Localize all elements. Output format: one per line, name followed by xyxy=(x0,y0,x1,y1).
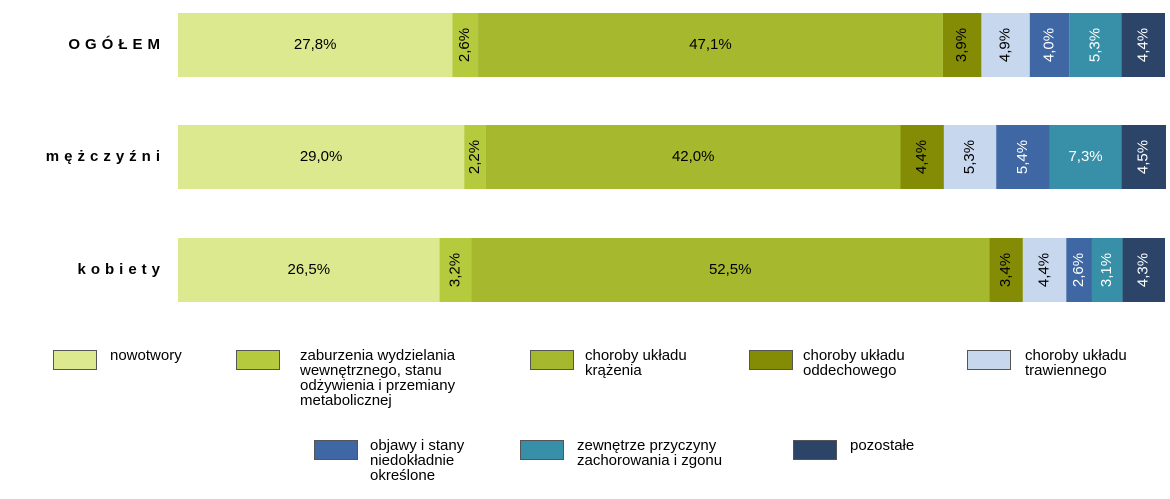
data-label: 5,3% xyxy=(961,140,978,174)
legend-label: objawy i stany niedokładnie określone xyxy=(370,437,465,484)
bar-segment xyxy=(1121,13,1165,77)
legend-label: zewnętrze przyczyny zachorowania i zgonu xyxy=(577,437,723,469)
legend-swatch xyxy=(520,440,564,460)
bar-segment xyxy=(1049,125,1122,189)
data-label: 4,3% xyxy=(1135,253,1152,287)
legend-swatch xyxy=(793,440,837,460)
bar-segment xyxy=(1069,13,1122,77)
data-label: 4,4% xyxy=(1134,28,1151,62)
data-label: 27,8% xyxy=(294,36,337,53)
data-label: 3,4% xyxy=(997,253,1014,287)
bar-segment xyxy=(1091,238,1123,302)
legend-swatch xyxy=(967,350,1011,370)
bar-segment xyxy=(1022,238,1067,302)
bar-segment xyxy=(178,125,465,189)
bar-segment xyxy=(900,125,944,189)
bar-segment xyxy=(1122,238,1165,302)
bar-segment xyxy=(439,238,472,302)
legend-label: pozostałe xyxy=(850,437,915,454)
category-label: kobiety xyxy=(77,261,165,278)
data-label: 2,2% xyxy=(466,140,483,174)
bar-segment xyxy=(981,13,1030,77)
data-label: 42,0% xyxy=(672,148,715,165)
data-label: 4,5% xyxy=(1135,140,1152,174)
legend-label: choroby układu oddechowego xyxy=(803,347,905,379)
data-label: 29,0% xyxy=(300,148,343,165)
legend-swatch xyxy=(314,440,358,460)
data-label: 5,4% xyxy=(1014,140,1031,174)
category-label: mężczyźni xyxy=(46,148,165,165)
bar-segment xyxy=(1121,125,1166,189)
bar-segment xyxy=(1029,13,1070,77)
bar-segment xyxy=(452,13,479,77)
bar-segment xyxy=(178,13,453,77)
legend-swatch xyxy=(749,350,793,370)
data-label: 4,9% xyxy=(997,28,1014,62)
bar-segment xyxy=(943,125,997,189)
data-label: 4,4% xyxy=(913,140,930,174)
legend-label: choroby układu trawiennego xyxy=(1025,347,1127,379)
legend-label: zaburzenia wydzielania wewnętrznego, sta… xyxy=(300,347,456,409)
data-label: 5,3% xyxy=(1086,28,1103,62)
category-label: OGÓŁEM xyxy=(68,35,165,53)
bar-segment xyxy=(989,238,1023,302)
bar-segment xyxy=(996,125,1050,189)
data-label: 2,6% xyxy=(1070,253,1087,287)
data-label: 3,2% xyxy=(446,253,463,287)
data-label: 3,9% xyxy=(953,28,970,62)
data-label: 47,1% xyxy=(689,36,732,53)
data-label: 2,6% xyxy=(456,28,473,62)
data-label: 52,5% xyxy=(709,261,752,278)
data-label: 7,3% xyxy=(1068,148,1102,165)
bar-segment xyxy=(485,125,901,189)
legend-label: choroby układu krążenia xyxy=(585,347,687,379)
data-label: 4,4% xyxy=(1036,253,1053,287)
data-label: 3,1% xyxy=(1098,253,1115,287)
legend-label: nowotwory xyxy=(110,347,182,364)
data-label: 26,5% xyxy=(288,261,331,278)
bar-segment xyxy=(1066,238,1092,302)
bar-segment xyxy=(478,13,943,77)
legend-swatch xyxy=(53,350,97,370)
legend-swatch xyxy=(236,350,280,370)
bar-segment xyxy=(471,238,990,302)
bar-segment xyxy=(464,125,486,189)
data-label: 4,0% xyxy=(1040,28,1057,62)
legend-swatch xyxy=(530,350,574,370)
bar-segment xyxy=(942,13,982,77)
bar-segment xyxy=(178,238,440,302)
